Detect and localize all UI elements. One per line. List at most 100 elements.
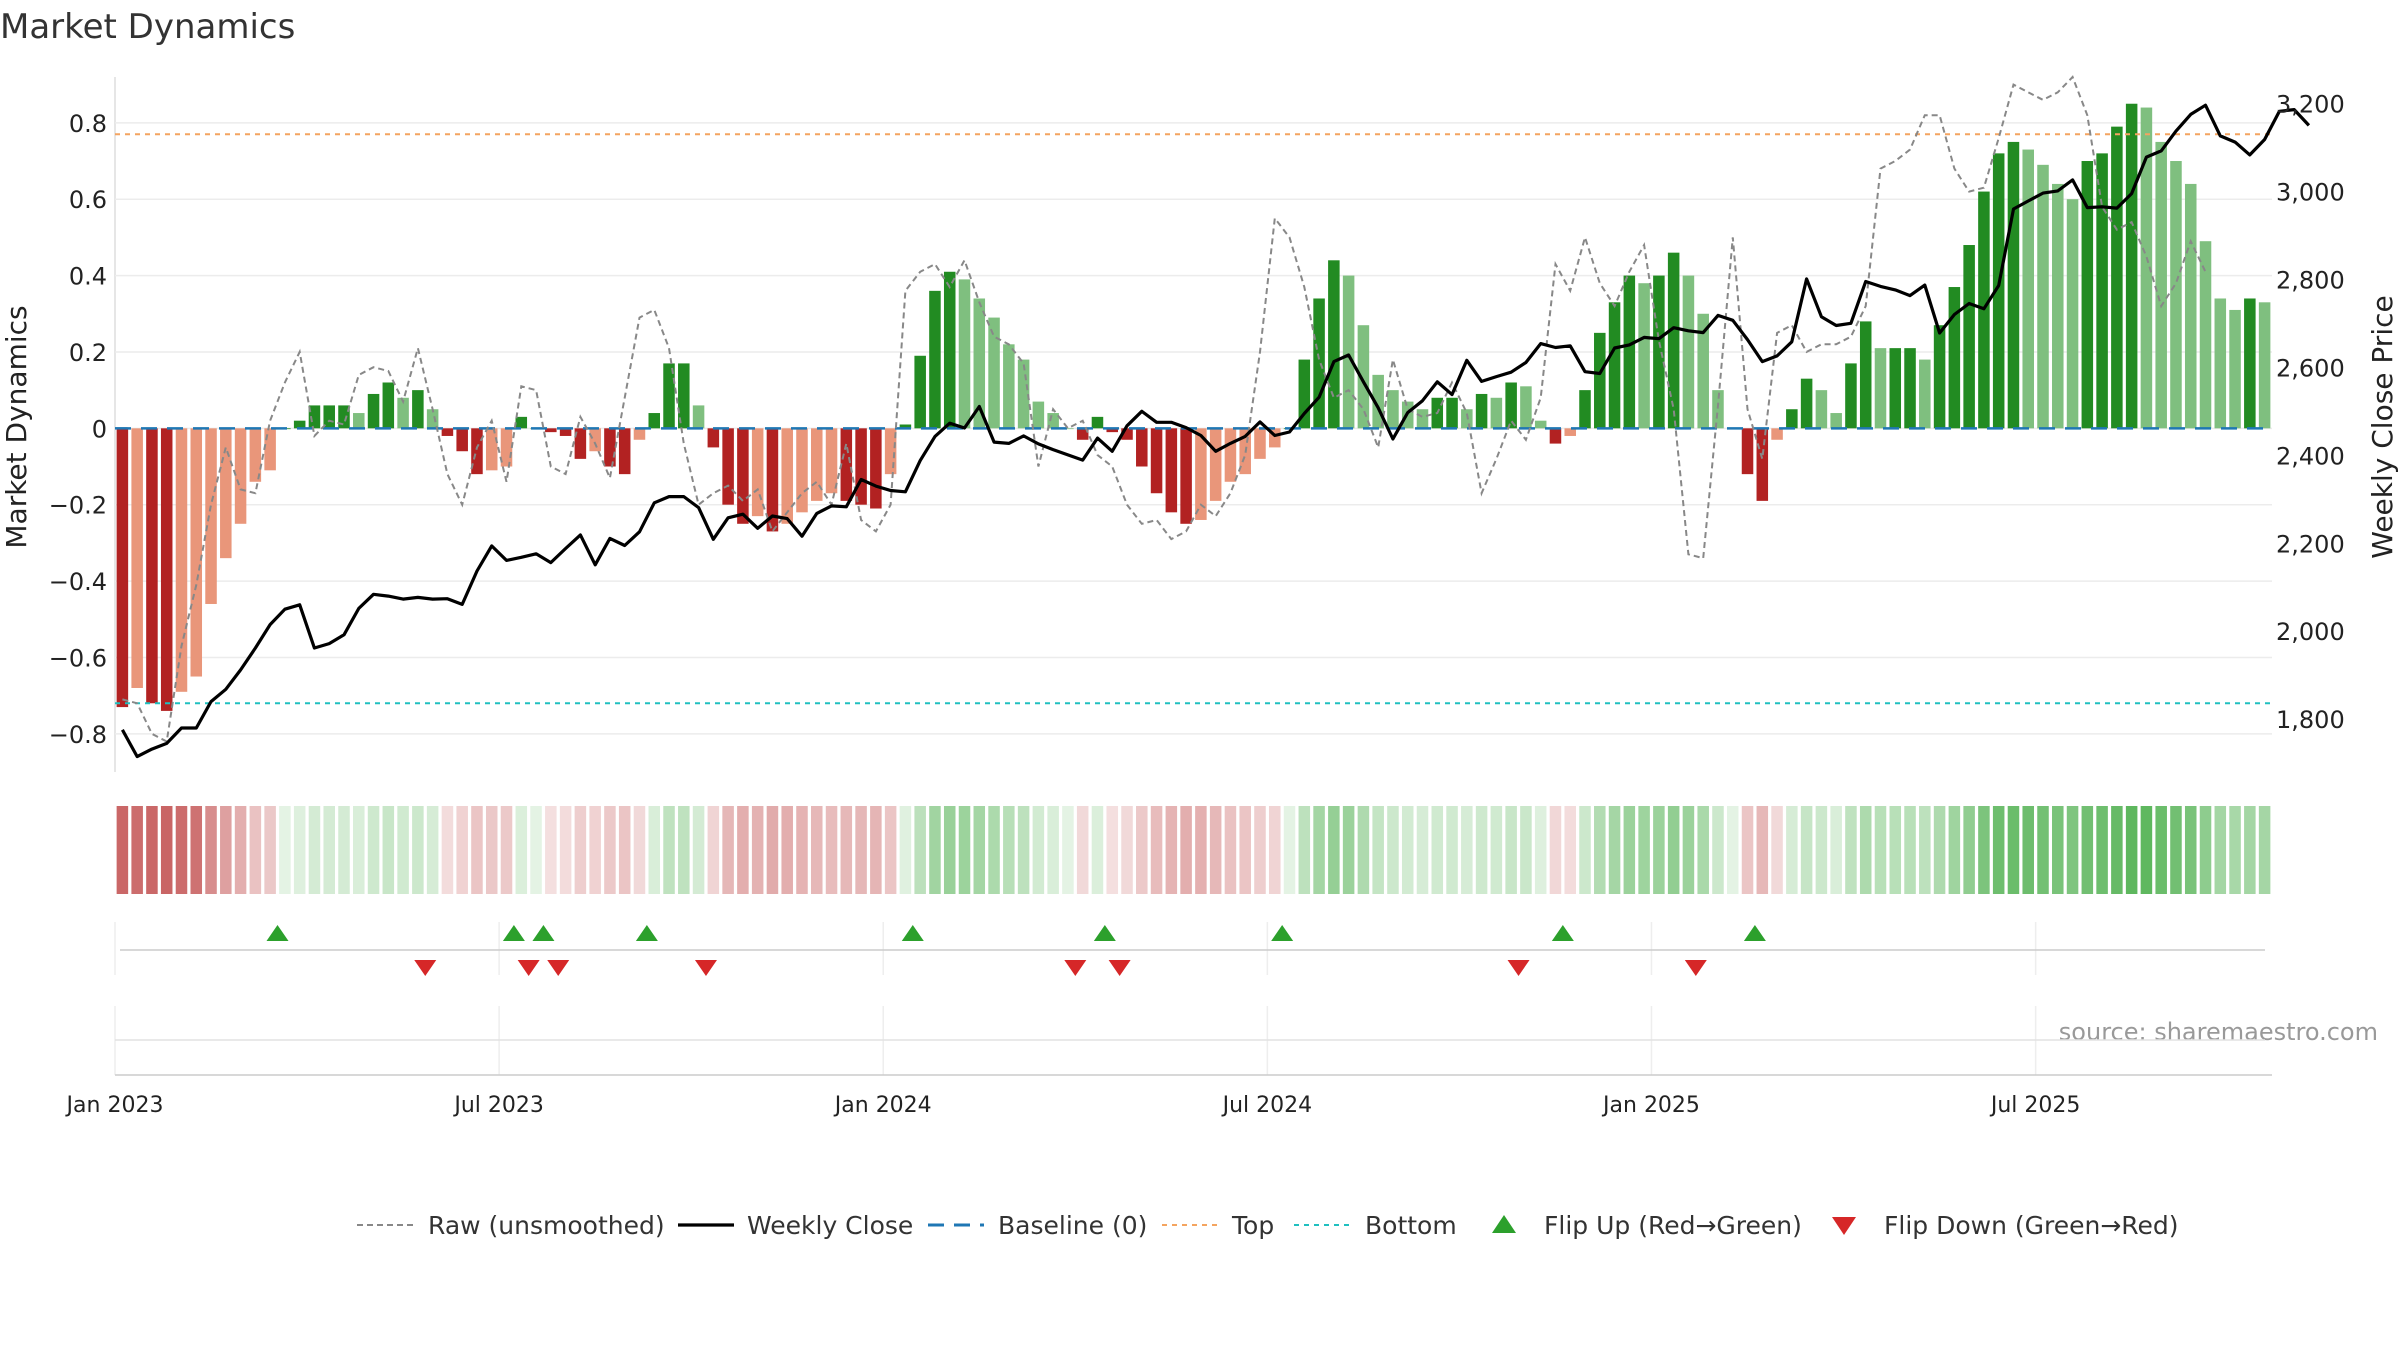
regime-cell	[796, 806, 808, 894]
flip-up-marker	[901, 925, 924, 941]
regime-cell	[1638, 806, 1650, 894]
dynamics-bar	[1165, 428, 1178, 513]
regime-cell	[2066, 806, 2079, 894]
dynamics-bar	[1741, 428, 1754, 475]
regime-cell	[160, 806, 173, 894]
regime-cell	[1726, 806, 1739, 894]
dynamics-bar	[1653, 275, 1665, 429]
regime-cell	[678, 806, 690, 894]
regime-cell	[2229, 806, 2241, 894]
dynamics-bar	[1313, 298, 1325, 429]
regime-cell	[1180, 806, 1192, 894]
dynamics-bar	[1372, 374, 1384, 429]
legend-label: Bottom	[1365, 1211, 1457, 1240]
regime-cell	[1165, 806, 1178, 894]
regime-cell	[1224, 806, 1237, 894]
regime-cell	[1017, 806, 1030, 894]
legend-label: Flip Down (Green→Red)	[1884, 1211, 2179, 1240]
dynamics-bar	[1859, 321, 1872, 429]
regime-cell	[1461, 806, 1473, 894]
flip-up-marker	[635, 925, 658, 941]
dynamics-bar	[2037, 164, 2049, 429]
regime-cell	[1195, 806, 1207, 894]
regime-cell	[500, 806, 513, 894]
regime-cell	[2111, 806, 2123, 894]
dynamics-bar	[2081, 161, 2094, 429]
regime-cell	[1771, 806, 1783, 894]
dynamics-bar	[1298, 359, 1311, 429]
regime-cell	[2140, 806, 2153, 894]
regime-cell	[1298, 806, 1311, 894]
dynamics-bar	[1446, 397, 1458, 429]
regime-cell	[943, 806, 956, 894]
dynamics-bar	[1919, 359, 1931, 429]
regime-cell	[2007, 806, 2020, 894]
dynamics-bar	[855, 428, 867, 505]
flip-up-marker	[532, 925, 555, 941]
regime-cell	[692, 806, 705, 894]
dynamics-bar	[146, 428, 158, 704]
dynamics-bar	[1667, 252, 1680, 429]
dynamics-bar	[1549, 428, 1562, 444]
x-axis: Jan 2023 Jul 2023 Jan 2024 Jul 2024 Jan 2025…	[65, 1006, 2272, 1118]
dynamics-bar	[1638, 283, 1650, 429]
raw-unsmoothed-line	[122, 75, 2207, 744]
dynamics-bar	[2244, 298, 2256, 429]
flip-down-marker	[517, 960, 540, 976]
dynamics-bar	[160, 428, 173, 711]
flip-up-marker	[1093, 925, 1116, 941]
dynamics-bar	[426, 409, 439, 429]
regime-cell	[1859, 806, 1872, 894]
dynamics-bar	[175, 428, 188, 692]
dynamics-bar	[618, 428, 631, 475]
dynamics-bar	[2007, 141, 2020, 429]
regime-cell	[1268, 806, 1281, 894]
right-tick-label: 2,600	[2276, 354, 2345, 382]
regime-cell	[382, 806, 395, 894]
regime-cell	[1608, 806, 1621, 894]
regime-cell	[988, 806, 1000, 894]
dynamics-bar	[1579, 390, 1591, 429]
dynamics-bar	[2096, 153, 2108, 429]
dynamics-bar	[958, 279, 971, 429]
dynamics-bar	[1416, 409, 1429, 429]
regime-cell	[2214, 806, 2227, 894]
dynamics-bar	[1091, 416, 1104, 429]
dynamics-bar	[1874, 348, 1887, 429]
dynamics-bar	[545, 428, 557, 433]
right-tick-label: 2,800	[2276, 266, 2345, 294]
dynamics-bar	[1268, 428, 1281, 448]
dynamics-bar	[574, 428, 587, 459]
regime-cell	[914, 806, 926, 894]
chart-title: Market Dynamics	[0, 7, 295, 47]
flip-down-marker	[1064, 960, 1087, 976]
regime-cell	[633, 806, 646, 894]
dynamics-bar	[2229, 309, 2241, 429]
flip-down-marker	[1108, 960, 1131, 976]
flip-up-marker	[1743, 925, 1766, 941]
dynamics-bar	[2155, 141, 2167, 429]
dynamics-bar	[2199, 241, 2212, 429]
dynamics-bar	[1328, 260, 1340, 429]
regime-cell	[279, 806, 291, 894]
dynamics-bar	[884, 428, 897, 475]
dynamics-bar	[1623, 275, 1636, 429]
regime-cell	[1830, 806, 1842, 894]
dynamics-bar	[1032, 401, 1045, 429]
regime-cell	[471, 806, 483, 894]
regime-cell	[1682, 806, 1695, 894]
regime-cell	[1520, 806, 1532, 894]
dynamics-bar	[1062, 428, 1074, 430]
dynamics-bar	[293, 420, 306, 429]
regime-cell	[485, 806, 498, 894]
regime-cell	[825, 806, 838, 894]
dynamics-bar	[870, 428, 882, 509]
regime-cell	[175, 806, 188, 894]
dynamics-bar	[1904, 348, 1916, 429]
regime-cell	[1313, 806, 1325, 894]
grid-lines	[114, 77, 2272, 772]
x-tick-label: Jul 2025	[1989, 1093, 2081, 1118]
dynamics-bar	[515, 416, 528, 429]
regime-cell	[574, 806, 587, 894]
